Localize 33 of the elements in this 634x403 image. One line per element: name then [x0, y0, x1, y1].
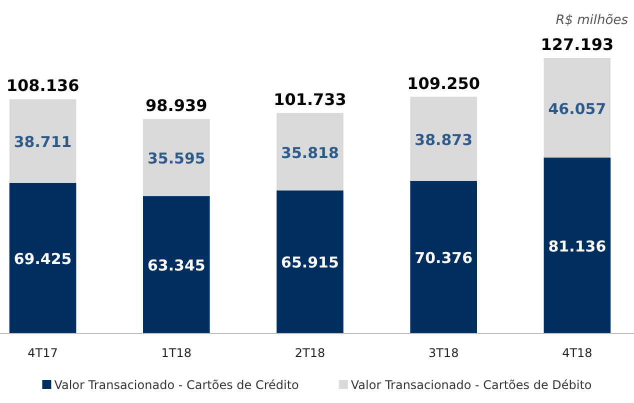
- bar: [143, 119, 210, 196]
- bar: [9, 182, 76, 333]
- text: R$ milhões: [556, 13, 628, 28]
- x-tick-label: 4T17: [28, 346, 58, 360]
- bar: [143, 196, 210, 333]
- x-tick-label: 2T18: [294, 346, 326, 360]
- bar: [276, 190, 344, 333]
- bar: [9, 99, 76, 183]
- total-label: 127.193: [540, 35, 614, 54]
- data-label: 70.376: [414, 248, 473, 267]
- bar: [410, 96, 477, 181]
- data-label: 38.873: [414, 130, 473, 149]
- data-label: 35.595: [147, 150, 206, 168]
- legend-label: Valor Transacionado - Cartões de Crédito: [54, 378, 299, 392]
- bar: [544, 158, 611, 333]
- x-tick-label: 4T18: [562, 346, 592, 360]
- data-label: 65.915: [281, 254, 339, 272]
- data-label: 35.818: [281, 144, 339, 162]
- data-label: 38.711: [14, 133, 72, 152]
- total-label: 108.136: [6, 76, 80, 96]
- data-label: 46.057: [548, 100, 606, 118]
- x-tick-label: 3T18: [428, 346, 459, 360]
- total-label: 101.733: [274, 90, 346, 110]
- total-label: 98.939: [146, 96, 208, 116]
- data-label: 69.425: [14, 250, 72, 268]
- data-label: 63.345: [147, 256, 206, 275]
- x-tick-label: 1T18: [161, 346, 192, 360]
- data-label: 81.136: [548, 237, 606, 256]
- legend-label: Valor Transacionado - Cartões de Débito: [350, 378, 592, 392]
- bar: [276, 113, 344, 190]
- bar: [544, 58, 611, 158]
- bar: [410, 180, 477, 333]
- total-label: 109.250: [407, 74, 480, 93]
